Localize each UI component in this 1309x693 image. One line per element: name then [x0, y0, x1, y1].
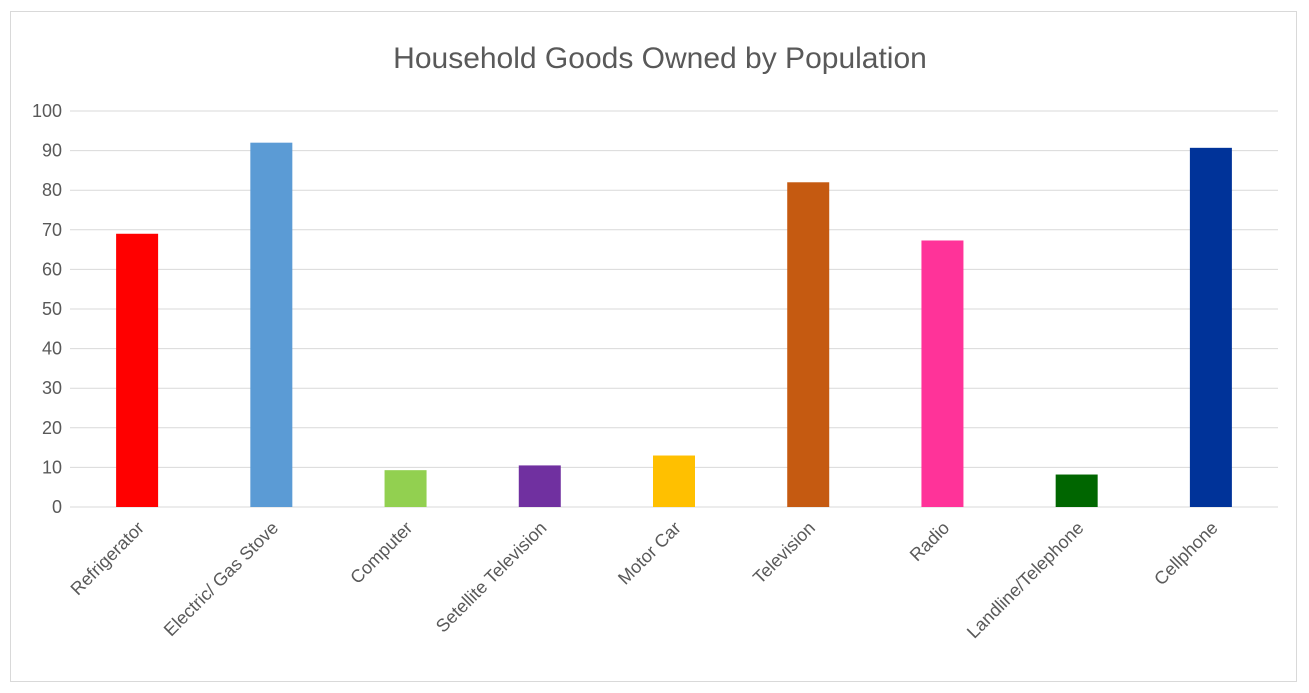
y-tick-label: 50	[42, 299, 62, 319]
bar-television	[787, 182, 830, 507]
x-tick-label: Setellite Television	[432, 518, 551, 637]
y-tick-label: 30	[42, 378, 62, 398]
x-tick-label: Landline/Telephone	[963, 518, 1088, 643]
x-axis-ticks: Refrigerator Electric/ Gas Stove Computer S…	[67, 518, 1222, 643]
x-tick-label: Refrigerator	[67, 518, 148, 599]
chart-title: Household Goods Owned by Population	[393, 42, 927, 75]
bar-cellphone	[1189, 147, 1232, 507]
y-tick-label: 0	[52, 497, 62, 517]
y-tick-label: 60	[42, 259, 62, 279]
bar-radio	[921, 240, 964, 507]
x-tick-label: Electric/ Gas Stove	[160, 518, 282, 640]
y-tick-label: 100	[32, 101, 62, 121]
x-tick-label: Cellphone	[1150, 518, 1221, 589]
x-tick-label: Radio	[906, 518, 953, 565]
y-tick-label: 20	[42, 418, 62, 438]
bar-computer	[384, 470, 427, 507]
y-tick-label: 10	[42, 457, 62, 477]
y-tick-label: 80	[42, 180, 62, 200]
bar-electric-gas-stove	[250, 142, 293, 507]
bar-refrigerator	[116, 233, 159, 507]
y-tick-label: 70	[42, 220, 62, 240]
bars	[116, 142, 1232, 507]
y-tick-label: 40	[42, 339, 62, 359]
y-axis-ticks: 0 10 20 30 40 50 60 70 80 90 100	[32, 101, 62, 517]
x-tick-label: Motor Car	[614, 518, 685, 589]
y-tick-label: 90	[42, 141, 62, 161]
x-tick-label: Computer	[346, 518, 416, 588]
x-tick-label: Television	[749, 518, 819, 588]
chart-frame	[10, 11, 1297, 682]
bar-landline-telephone	[1055, 474, 1098, 507]
bar-setellite-television	[518, 465, 561, 507]
bar-motor-car	[653, 455, 695, 507]
